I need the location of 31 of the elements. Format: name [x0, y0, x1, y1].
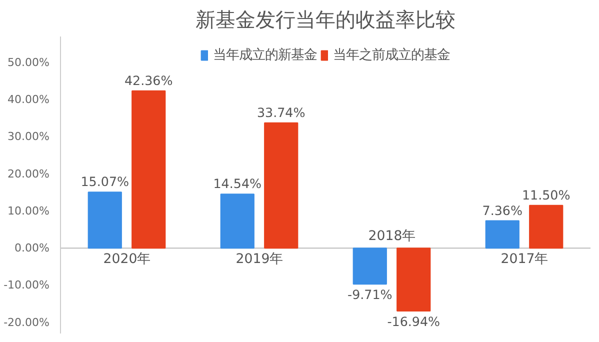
y-tick-label: 40.00%	[8, 93, 50, 106]
bar	[396, 248, 431, 312]
y-tick-label: 30.00%	[8, 130, 50, 144]
x-tick-label: 2019年	[236, 252, 283, 268]
data-label: 42.36%	[124, 72, 173, 88]
y-tick-label: 10.00%	[8, 204, 50, 218]
y-tick-label: 50.00%	[8, 56, 50, 69]
bar	[352, 248, 387, 285]
bar	[264, 122, 298, 249]
y-tick-label: 0.00%	[14, 242, 50, 255]
legend-label: 当年之前成立的基金	[333, 46, 450, 64]
bar	[88, 192, 122, 249]
legend-label: 当年成立的新基金	[213, 46, 317, 64]
y-tick-label: 20.00%	[8, 167, 50, 180]
data-label: -9.71%	[348, 287, 392, 302]
data-label: 7.36%	[482, 202, 523, 218]
y-tick-label: -10.00%	[4, 278, 50, 292]
data-label: 33.74%	[256, 104, 306, 120]
chart-title: 新基金发行当年的收益率比较	[196, 8, 456, 32]
y-tick-label: -20.00%	[4, 316, 50, 329]
x-tick-label: 2017年	[500, 252, 548, 268]
bar	[529, 204, 564, 249]
data-label: -16.94%	[387, 314, 440, 329]
bar	[132, 90, 166, 249]
bar	[485, 220, 520, 249]
x-tick-label: 2018年	[368, 229, 416, 244]
x-tick-label: 2020年	[103, 252, 150, 268]
data-label: 14.54%	[213, 176, 262, 192]
data-label: 15.07%	[80, 174, 130, 190]
bar	[220, 194, 254, 249]
data-label: 11.50%	[522, 187, 570, 202]
